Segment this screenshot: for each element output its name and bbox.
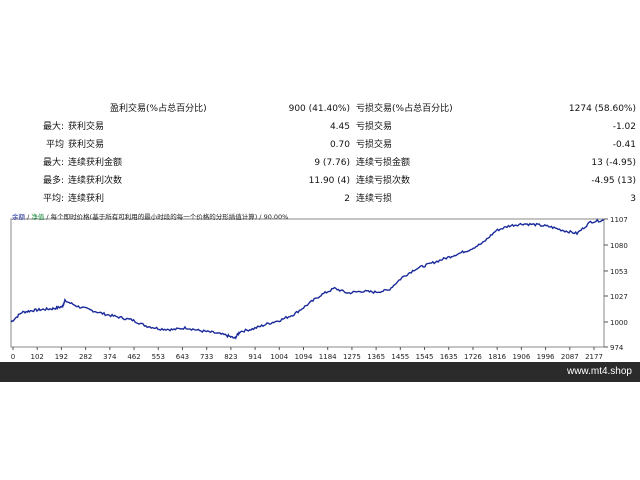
legend-equity: 净值 [31, 213, 45, 221]
stat-name-right: 连续亏损金额 [356, 158, 411, 168]
stats-row: 最多: 连续获利次数 11.90 (4) 连续亏损次数 -4.95 (13) [0, 172, 640, 190]
stat-name-right: 亏损交易 [356, 140, 393, 150]
stat-value-left: 11.90 (4) [308, 176, 350, 186]
stat-name-left: 盈利交易(%占总百分比) [110, 104, 207, 114]
x-tick-label: 553 [152, 353, 165, 361]
x-tick-label: 823 [224, 353, 237, 361]
legend-separator: / [25, 213, 32, 221]
x-tick-label: 733 [200, 353, 213, 361]
footer-brand: www.mt4.shop [566, 366, 632, 377]
stat-name-left: 获利交易 [68, 140, 105, 150]
stat-value-left: 900 (41.40%) [288, 104, 350, 114]
stats-row: 盈利交易(%占总百分比) 900 (41.40%) 亏损交易(%占总百分比) 1274… [0, 100, 640, 118]
stat-row-label: 最大: [42, 122, 64, 132]
stats-row: 最大: 获利交易 4.45 亏损交易 -1.02 [0, 118, 640, 136]
x-tick-label: 282 [79, 353, 92, 361]
x-tick-label: 374 [103, 353, 117, 361]
x-tick-label: 1726 [464, 353, 482, 361]
stat-value-right: 3 [630, 194, 636, 204]
plot-frame [10, 218, 605, 348]
stats-row: 平均 获利交易 0.70 亏损交易 -0.41 [0, 136, 640, 154]
equity-chart: 1107 1080 1053 1027 1000 974 0 102 192 282 374 462 5… [0, 208, 640, 362]
legend-separator: / [44, 213, 51, 221]
stat-value-right: -1.02 [612, 122, 636, 132]
x-tick-label: 1365 [367, 353, 385, 361]
chart-legend: 余额 / 净值 / 每个即时价格(基于所有可利用的最小时段的每一个价格的分形插值… [12, 211, 288, 221]
legend-balance: 余额 [12, 213, 25, 221]
x-tick-label: 1004 [270, 353, 288, 361]
stat-value-right: -0.41 [612, 140, 636, 150]
stat-value-right: -4.95 (13) [591, 176, 636, 186]
balance-line [10, 218, 604, 340]
x-tick-label: 1455 [391, 353, 409, 361]
stat-name-right: 亏损交易(%占总百分比) [356, 104, 453, 114]
y-tick-label: 1107 [610, 216, 628, 224]
x-tick-label: 1275 [343, 353, 361, 361]
stat-row-label: 最多: [42, 176, 64, 186]
stat-name-left: 连续获利 [68, 194, 105, 204]
stat-value-left: 9 (7.76) [314, 158, 350, 168]
x-tick-label: 1094 [295, 353, 313, 361]
x-tick-label: 643 [176, 353, 189, 361]
legend-model-description: 每个即时价格(基于所有可利用的最小时段的每一个价格的分形插值计算) [50, 213, 258, 221]
x-tick-label: 462 [127, 353, 140, 361]
y-tick-label: 974 [610, 344, 624, 352]
y-tick-label: 1027 [610, 293, 628, 301]
legend-modeling-quality: 90.00% [263, 213, 289, 221]
stats-row: 平均: 连续获利 2 连续亏损 3 [0, 190, 640, 208]
chart-canvas: 1107 1080 1053 1027 1000 974 0 102 192 282 374 462 5… [10, 216, 628, 361]
stat-name-right: 亏损交易 [356, 122, 393, 132]
stat-name-left: 获利交易 [68, 122, 105, 132]
stat-name-right: 连续亏损 [356, 194, 393, 204]
x-tick-label: 1545 [416, 353, 434, 361]
statistics-table: 盈利交易(%占总百分比) 900 (41.40%) 亏损交易(%占总百分比) 1274… [0, 100, 640, 208]
x-tick-label: 1184 [319, 353, 337, 361]
stats-row: 最大: 连续获利金额 9 (7.76) 连续亏损金额 13 (-4.95) [0, 154, 640, 172]
x-tick-label: 2177 [585, 353, 603, 361]
stat-name-left: 连续获利金额 [68, 158, 123, 168]
x-tick-label: 1906 [512, 353, 530, 361]
stat-name-left: 连续获利次数 [68, 176, 123, 186]
stat-value-right: 13 (-4.95) [591, 158, 636, 168]
x-tick-label: 102 [31, 353, 44, 361]
x-tick-label: 0 [11, 353, 15, 361]
stat-row-label: 平均 [45, 140, 64, 150]
stat-name-right: 连续亏损次数 [356, 176, 411, 186]
x-tick-label: 2087 [561, 353, 579, 361]
x-tick-label: 914 [248, 353, 262, 361]
footer-bar: www.mt4.shop [0, 362, 640, 382]
stat-row-label: 平均: [42, 194, 64, 204]
x-tick-label: 1816 [488, 353, 506, 361]
y-tick-label: 1000 [610, 319, 628, 327]
stat-value-right: 1274 (58.60%) [568, 104, 636, 114]
x-tick-label: 1635 [440, 353, 458, 361]
legend-separator: / [257, 213, 264, 221]
stat-value-left: 4.45 [329, 122, 350, 132]
y-tick-label: 1080 [610, 242, 628, 250]
x-tick-label: 1996 [537, 353, 555, 361]
y-tick-label: 1053 [610, 268, 628, 276]
stat-value-left: 2 [344, 194, 350, 204]
stat-value-left: 0.70 [329, 140, 350, 150]
x-tick-label: 192 [55, 353, 68, 361]
stat-row-label: 最大: [42, 158, 64, 168]
